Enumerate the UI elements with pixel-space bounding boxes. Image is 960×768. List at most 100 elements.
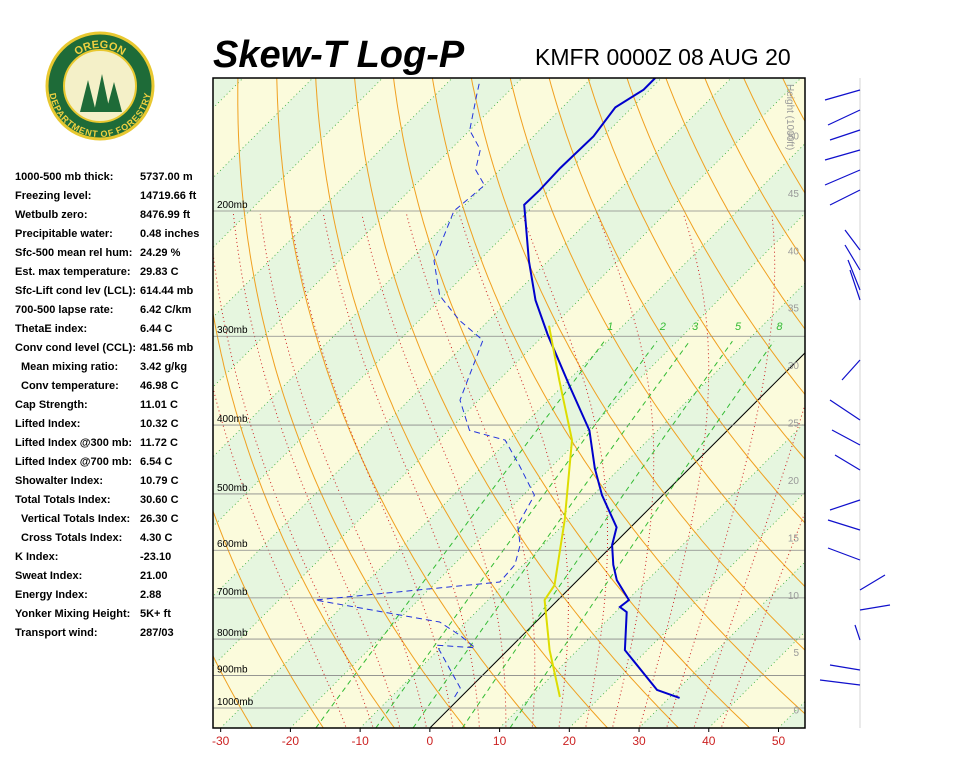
stat-row: 1000-500 mb thick: 5737.00 m bbox=[15, 168, 193, 187]
chart-title: Skew-T Log-P bbox=[213, 34, 465, 76]
isotherm-band bbox=[213, 78, 805, 728]
y-tick-label: 500mb bbox=[217, 483, 248, 494]
isotherm bbox=[0, 78, 104, 728]
dry-adiabat bbox=[470, 78, 805, 651]
stat-row: Conv cond level (CCL): 481.56 mb bbox=[15, 339, 193, 358]
stat-label: Cap Strength: bbox=[15, 399, 88, 411]
stat-value: 6.54 C bbox=[140, 456, 173, 468]
stat-value: 21.00 bbox=[140, 570, 168, 582]
stat-label: Sfc-Lift cond lev (LCL): bbox=[15, 285, 136, 297]
y-tick-label: 300mb bbox=[217, 325, 248, 336]
moist-adiabat bbox=[259, 213, 427, 727]
mixing-ratio-label: 8 bbox=[776, 321, 783, 333]
y-tick-label: 400mb bbox=[217, 414, 248, 425]
y-tick-label: 900mb bbox=[217, 664, 248, 675]
stat-row: Cap Strength: 11.01 C bbox=[15, 396, 178, 415]
stat-value: 6.42 C/km bbox=[140, 304, 192, 316]
height-tick-label: 35 bbox=[788, 304, 800, 315]
stat-label: Sweat Index: bbox=[15, 570, 83, 582]
stat-value: 0.48 inches bbox=[140, 228, 200, 240]
dry-adiabat bbox=[354, 78, 679, 728]
stats-table: 1000-500 mb thick: 5737.00 m Freezing leve… bbox=[15, 168, 199, 643]
x-tick-label: 40 bbox=[702, 734, 716, 748]
stat-label: Wetbulb zero: bbox=[15, 209, 88, 221]
isotherm-band bbox=[290, 213, 805, 728]
x-tick-label: 50 bbox=[772, 734, 786, 748]
stat-value: 614.44 mb bbox=[140, 285, 194, 297]
stat-label: 700-500 lapse rate: bbox=[15, 304, 114, 316]
dry-adiabat bbox=[237, 78, 466, 728]
mixing-ratio-line bbox=[412, 340, 691, 728]
height-tick-label: 20 bbox=[788, 476, 800, 487]
stat-label: Total Totals Index: bbox=[15, 494, 111, 506]
stat-row: Yonker Mixing Height: 5K+ ft bbox=[15, 605, 171, 624]
isotherm bbox=[429, 352, 805, 728]
isotherm-band bbox=[499, 422, 805, 728]
stat-row: K Index: -23.10 bbox=[15, 548, 171, 567]
mixing-ratio-label: 1 bbox=[607, 321, 613, 333]
mixing-ratio-label: 3 bbox=[692, 321, 699, 333]
height-tick-label: 15 bbox=[788, 533, 800, 544]
stat-label: 1000-500 mb thick: bbox=[15, 171, 114, 183]
mixing-ratio-label: 5 bbox=[735, 321, 742, 333]
isotherm bbox=[848, 78, 960, 728]
stat-value: 46.98 C bbox=[140, 380, 179, 392]
mixing-ratio-line bbox=[375, 340, 658, 728]
stat-label: Sfc-500 mean rel hum: bbox=[15, 247, 133, 259]
y-tick-label: 700mb bbox=[217, 587, 248, 598]
height-axis-label: Height (1000ft) bbox=[784, 84, 795, 150]
stat-value: 29.83 C bbox=[140, 266, 179, 278]
background bbox=[0, 67, 960, 728]
dry-adiabat bbox=[665, 78, 805, 330]
wind-barbs bbox=[819, 78, 891, 728]
stat-row: Sfc-Lift cond lev (LCL): 614.44 mb bbox=[15, 282, 193, 301]
dry-adiabat bbox=[893, 67, 960, 728]
x-tick-label: 30 bbox=[632, 734, 646, 748]
dry-adiabat bbox=[213, 509, 324, 728]
logo: OREGON DEPARTMENT OF FORESTRY bbox=[45, 31, 155, 141]
x-tick-label: -20 bbox=[282, 734, 300, 748]
dry-adiabat bbox=[587, 78, 805, 460]
dry-adiabat bbox=[213, 310, 395, 728]
stat-row: Precipitable water: 0.48 inches bbox=[15, 225, 199, 244]
stat-value: 26.30 C bbox=[140, 513, 179, 525]
stat-value: 2.88 bbox=[140, 589, 162, 601]
stat-row: Freezing level: 14719.66 ft bbox=[15, 187, 196, 206]
stat-value: -23.10 bbox=[140, 551, 172, 563]
height-tick-label: 10 bbox=[788, 591, 800, 602]
stat-row: Energy Index: 2.88 bbox=[15, 586, 161, 605]
stat-value: 3.42 g/kg bbox=[140, 361, 188, 373]
stat-value: 287/03 bbox=[140, 627, 174, 639]
dry-adiabat bbox=[626, 78, 805, 396]
dry-adiabat bbox=[315, 78, 608, 728]
x-tick-label: 10 bbox=[493, 734, 507, 748]
moist-adiabat bbox=[596, 213, 655, 727]
y-tick-label: 800mb bbox=[217, 628, 248, 639]
profile-line bbox=[543, 325, 574, 698]
mixing-ratio-label: 2 bbox=[659, 321, 666, 333]
profile-line bbox=[523, 78, 680, 699]
x-tick-label: 0 bbox=[427, 734, 434, 748]
stat-label: Mean mixing ratio: bbox=[21, 361, 119, 373]
dry-adiabat bbox=[931, 67, 960, 728]
stat-value: 6.44 C bbox=[140, 323, 173, 335]
stat-value: 11.01 C bbox=[140, 399, 178, 411]
stat-value: 10.32 C bbox=[140, 418, 179, 430]
stat-row: Lifted Index @700 mb: 6.54 C bbox=[15, 453, 172, 472]
stat-row: Sfc-500 mean rel hum: 24.29 % bbox=[15, 244, 180, 263]
height-tick-label: 30 bbox=[788, 361, 800, 372]
height-tick-label: 5 bbox=[793, 648, 799, 659]
x-tick-label: -10 bbox=[351, 734, 369, 748]
isotherm-band bbox=[220, 143, 805, 728]
height-tick-label: 45 bbox=[788, 189, 800, 200]
mixing-ratio-line bbox=[509, 340, 775, 728]
stat-label: Showalter Index: bbox=[15, 475, 104, 487]
moist-adiabat bbox=[289, 213, 454, 727]
stat-row: Sweat Index: 21.00 bbox=[15, 567, 168, 586]
svg-text:OREGON: OREGON bbox=[72, 39, 127, 58]
mixing-ratio-line bbox=[461, 340, 733, 728]
dry-adiabat bbox=[393, 78, 751, 728]
moist-adiabat bbox=[458, 213, 569, 727]
